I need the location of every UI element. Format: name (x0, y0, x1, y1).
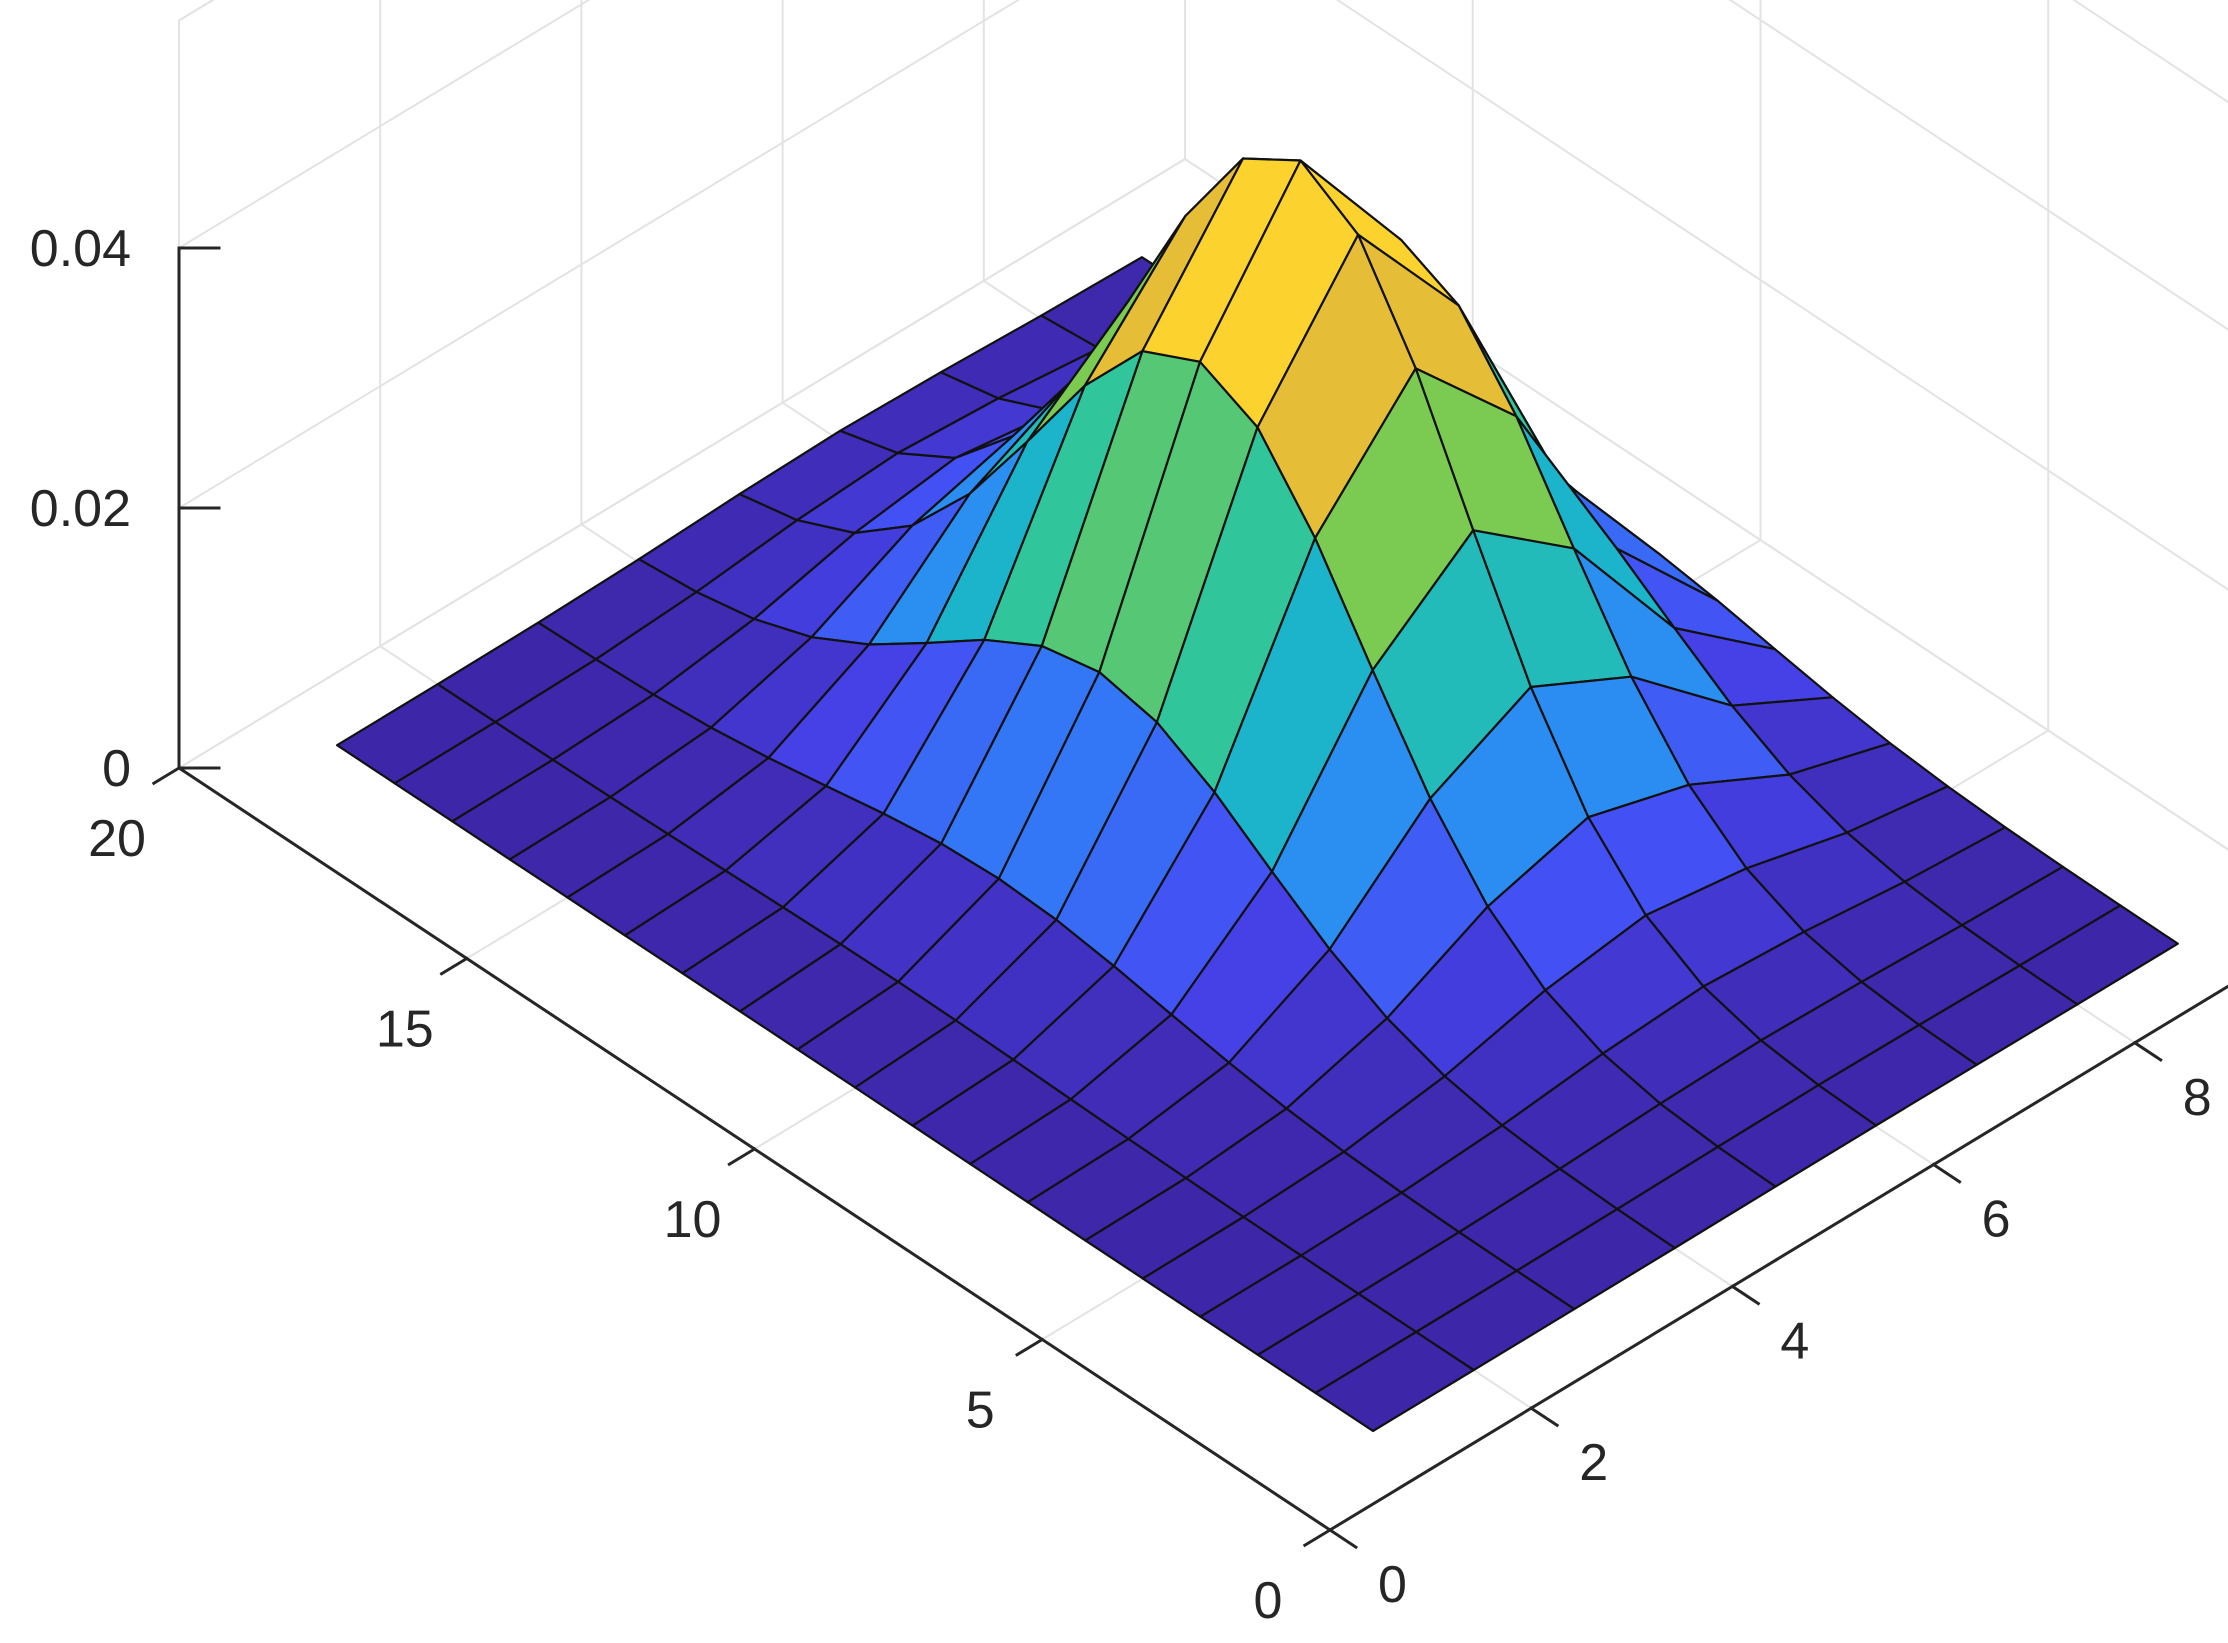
x-tick (151, 765, 182, 786)
surface-patch (1314, 1330, 1475, 1433)
x-tick-label: 0 (1254, 1572, 1283, 1630)
z-tick-label: 0 (102, 740, 131, 798)
y-tick-label: 0 (1378, 1556, 1407, 1614)
wall-grid-line-horizontal (1335, 0, 2228, 591)
wall-grid-line-horizontal (177, 0, 215, 22)
z-tick-label: 0.02 (30, 480, 131, 538)
y-tick (1931, 1162, 1962, 1184)
wall-grid-line-horizontal (177, 157, 1187, 770)
y-tick-label: 8 (2183, 1069, 2212, 1127)
surface (336, 157, 2179, 1433)
x-tick (1302, 1527, 1333, 1548)
x-tick-label: 15 (376, 1001, 434, 1059)
wall-grid-line-horizontal (177, 0, 1021, 510)
x-tick (439, 956, 469, 976)
x-tick (727, 1146, 757, 1167)
y-tick (2132, 1040, 2163, 1063)
tick-labels: 05101520024681000.020.04 (30, 220, 2212, 1630)
x-tick-label: 5 (966, 1382, 995, 1440)
y-axis-line (1327, 984, 2228, 1533)
axes (151, 246, 2228, 1550)
x-tick-label: 10 (664, 1191, 722, 1249)
y-tick-label: 4 (1780, 1312, 1809, 1370)
y-tick (1529, 1406, 1560, 1428)
x-tick-label: 20 (88, 810, 146, 868)
y-tick-label: 6 (1982, 1191, 2011, 1249)
y-tick (1730, 1284, 1761, 1306)
x-tick (1015, 1337, 1045, 1357)
wall-top-edge (2072, 0, 2228, 104)
wall-grid-line-horizontal (177, 0, 591, 250)
y-tick-label: 2 (1579, 1434, 1608, 1492)
wall-top-edge (177, 0, 215, 22)
z-tick-label: 0.04 (30, 220, 131, 278)
y-tick (1327, 1527, 1358, 1550)
wall-grid-line-horizontal (1728, 0, 2228, 331)
